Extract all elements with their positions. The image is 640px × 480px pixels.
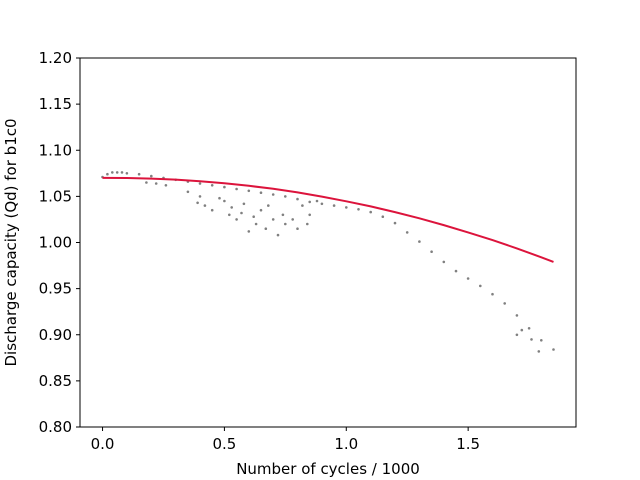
data-point xyxy=(296,197,299,201)
data-point xyxy=(150,174,153,178)
y-tick-label: 1.20 xyxy=(39,49,72,67)
data-point xyxy=(345,206,348,209)
data-point xyxy=(430,250,433,253)
data-point xyxy=(125,172,129,175)
x-axis-label: Number of cycles / 1000 xyxy=(236,460,420,478)
data-point xyxy=(454,269,458,273)
data-point xyxy=(106,172,109,176)
y-tick-label: 1.00 xyxy=(39,234,72,252)
data-point xyxy=(137,172,141,176)
y-tick-label: 1.15 xyxy=(39,95,72,113)
y-tick-label: 1.05 xyxy=(39,187,72,205)
x-axis-ticks: 0.0 0.5 1.0 1.5 xyxy=(91,427,480,453)
data-point xyxy=(247,189,251,193)
data-point xyxy=(115,171,119,174)
data-point xyxy=(210,208,214,212)
data-point xyxy=(284,195,287,198)
data-point xyxy=(527,327,531,330)
data-point xyxy=(198,195,202,198)
data-point xyxy=(308,200,312,204)
data-point xyxy=(186,190,190,194)
data-point xyxy=(515,333,519,337)
x-tick-label: 1.0 xyxy=(334,435,358,453)
data-point xyxy=(247,230,251,233)
data-point xyxy=(296,227,299,230)
data-point xyxy=(357,208,360,211)
data-point xyxy=(276,233,280,237)
data-point xyxy=(393,221,397,225)
data-point xyxy=(332,204,336,207)
data-point xyxy=(198,182,202,185)
data-point xyxy=(540,339,543,342)
data-point xyxy=(515,314,519,317)
data-point xyxy=(537,350,541,353)
y-tick-label: 1.10 xyxy=(39,141,72,159)
data-point xyxy=(259,208,263,212)
data-point xyxy=(552,348,555,351)
data-point xyxy=(164,184,168,187)
data-point xyxy=(154,182,158,185)
data-point xyxy=(252,215,255,218)
data-point xyxy=(240,211,243,215)
data-point xyxy=(254,222,258,226)
data-point xyxy=(264,227,268,230)
data-point xyxy=(291,218,295,221)
x-tick-label: 0.0 xyxy=(91,435,115,453)
data-point xyxy=(259,191,263,194)
fit-curve xyxy=(102,176,554,263)
data-point xyxy=(271,218,275,221)
data-point xyxy=(223,185,226,189)
data-point xyxy=(223,199,226,203)
data-point xyxy=(520,328,524,332)
data-point xyxy=(210,184,214,187)
plot-marks xyxy=(101,171,555,353)
data-point xyxy=(315,199,319,203)
data-point xyxy=(267,204,270,207)
data-point xyxy=(479,284,482,288)
data-point xyxy=(442,260,446,264)
data-point xyxy=(284,222,287,226)
data-point xyxy=(203,204,207,207)
data-point xyxy=(111,171,114,174)
data-point xyxy=(491,292,494,296)
data-point xyxy=(418,240,421,243)
data-point xyxy=(503,302,507,305)
data-point xyxy=(381,215,385,218)
data-point xyxy=(271,193,275,196)
data-point xyxy=(405,231,409,234)
data-point xyxy=(218,196,221,200)
y-axis-ticks: 0.80 0.85 0.90 0.95 1.00 1.05 1.10 1.15 1.20 xyxy=(39,49,80,436)
x-tick-label: 0.5 xyxy=(212,435,236,453)
data-point xyxy=(281,213,285,217)
y-tick-label: 0.95 xyxy=(39,280,72,298)
data-point xyxy=(235,187,238,191)
data-point xyxy=(242,202,246,206)
data-point xyxy=(301,204,304,207)
data-point xyxy=(466,277,470,280)
data-point xyxy=(196,201,199,205)
y-tick-label: 0.85 xyxy=(39,372,72,390)
y-tick-label: 0.90 xyxy=(39,326,72,344)
y-axis-label: Discharge capacity (Qd) for b1c0 xyxy=(2,118,20,366)
x-tick-label: 1.5 xyxy=(456,435,480,453)
data-point xyxy=(228,213,231,217)
data-point xyxy=(306,222,309,226)
data-point xyxy=(145,181,148,184)
data-point xyxy=(320,202,324,206)
data-point xyxy=(369,210,373,214)
data-point xyxy=(230,206,233,209)
data-point xyxy=(308,213,312,217)
data-point xyxy=(235,218,238,221)
data-point xyxy=(530,338,533,341)
data-point xyxy=(120,171,124,174)
y-tick-label: 0.80 xyxy=(39,418,72,436)
